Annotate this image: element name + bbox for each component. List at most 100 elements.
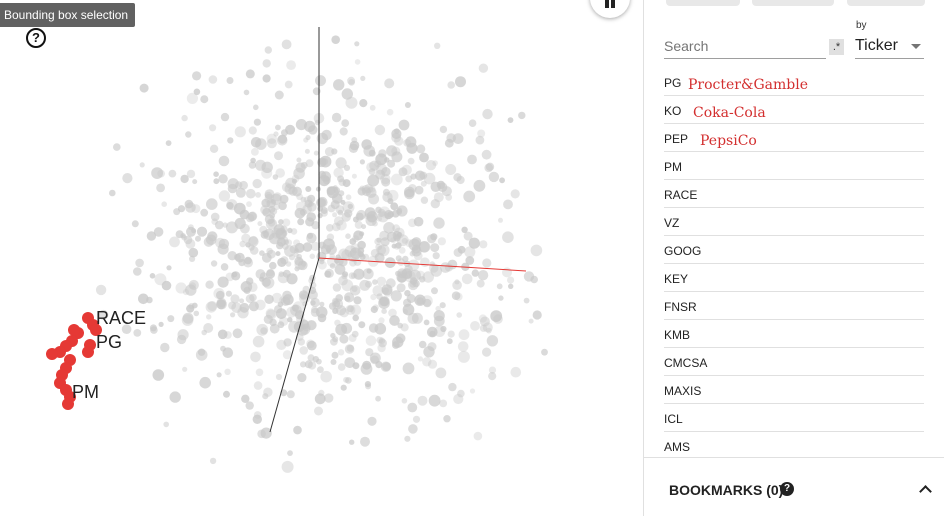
data-point: [217, 329, 228, 340]
top-button-2[interactable]: [752, 0, 834, 6]
list-item[interactable]: RACE: [664, 180, 924, 208]
regex-icon[interactable]: .*: [829, 39, 844, 55]
data-point: [523, 297, 530, 304]
list-item[interactable]: GOOG: [664, 236, 924, 264]
list-item[interactable]: PM: [664, 152, 924, 180]
data-point: [214, 220, 224, 230]
list-item[interactable]: FNSR: [664, 292, 924, 320]
scatter-plot[interactable]: [0, 0, 643, 516]
data-point: [362, 187, 371, 197]
pause-icon[interactable]: [590, 0, 630, 18]
data-point: [297, 373, 307, 383]
data-point: [281, 230, 288, 237]
data-point: [395, 242, 402, 249]
data-point: [197, 348, 206, 356]
list-item[interactable]: PEP PepsiCo: [664, 124, 924, 152]
search-input[interactable]: [664, 34, 826, 59]
data-point: [220, 112, 230, 122]
data-point: [402, 255, 409, 263]
data-point: [158, 321, 164, 327]
data-point: [175, 230, 184, 239]
list-item[interactable]: KEY: [664, 264, 924, 292]
data-point: [427, 234, 437, 244]
list-item[interactable]: MAXIS: [664, 376, 924, 404]
label-by-select[interactable]: Ticker: [855, 34, 924, 59]
data-point: [206, 314, 212, 320]
data-point: [341, 88, 353, 100]
data-point: [341, 249, 352, 261]
data-point: [433, 310, 445, 322]
data-point: [502, 231, 514, 243]
data-point: [369, 352, 381, 364]
list-item[interactable]: VZ: [664, 208, 924, 236]
data-point: [349, 238, 357, 245]
data-point: [445, 164, 457, 175]
data-point: [448, 382, 457, 392]
data-point: [305, 186, 312, 192]
data-point: [248, 161, 257, 169]
data-point: [310, 300, 316, 306]
data-point: [390, 290, 402, 302]
list-item[interactable]: AMS: [664, 432, 924, 460]
data-point: [235, 181, 243, 189]
data-point: [216, 297, 227, 308]
data-point: [296, 157, 302, 163]
data-point: [277, 301, 284, 308]
data-point: [333, 79, 345, 91]
list-item[interactable]: ICL: [664, 404, 924, 432]
data-point: [359, 159, 365, 165]
data-point: [391, 132, 401, 143]
data-point: [262, 393, 269, 400]
top-button-1[interactable]: [666, 0, 740, 6]
list-item[interactable]: CMCSA: [664, 348, 924, 376]
list-item[interactable]: KMB: [664, 320, 924, 348]
data-point: [398, 247, 406, 254]
data-point: [334, 319, 341, 326]
data-point: [329, 263, 336, 269]
data-point: [402, 303, 415, 316]
data-point: [351, 173, 357, 179]
data-point: [348, 143, 359, 153]
data-point: [341, 322, 353, 334]
data-point: [313, 150, 319, 156]
data-point: [156, 183, 166, 193]
data-point: [354, 220, 363, 229]
help-icon[interactable]: ?: [26, 28, 46, 48]
data-point: [414, 185, 424, 195]
data-point: [470, 321, 480, 331]
data-point: [507, 117, 514, 123]
data-point: [234, 126, 246, 138]
bookmarks-section[interactable]: BOOKMARKS (0) ?: [644, 457, 944, 517]
list-item[interactable]: PG Procter&Gamble: [664, 68, 924, 96]
data-point: [271, 292, 283, 304]
data-point: [473, 179, 486, 192]
data-point: [342, 179, 351, 188]
chevron-up-icon[interactable]: [919, 485, 932, 498]
list-item[interactable]: KO Coka-Cola: [664, 96, 924, 124]
help-icon[interactable]: ?: [780, 482, 794, 496]
data-point: [222, 347, 234, 359]
data-point: [334, 264, 346, 275]
bounding-box-tooltip: Bounding box selection: [0, 3, 136, 27]
data-point: [414, 170, 426, 181]
data-point: [303, 137, 309, 143]
data-point: [381, 287, 389, 295]
data-point: [294, 266, 300, 272]
data-point: [541, 348, 548, 356]
data-point: [481, 149, 492, 160]
projection-canvas[interactable]: Bounding box selection ? RACE PG PM: [0, 0, 643, 516]
data-point: [239, 298, 245, 304]
top-button-3[interactable]: [847, 0, 925, 6]
data-point: [225, 272, 235, 282]
data-point: [331, 148, 338, 155]
data-point: [530, 244, 543, 257]
data-point: [274, 151, 283, 161]
data-point: [281, 460, 294, 473]
data-point: [304, 199, 313, 208]
data-point: [354, 41, 360, 47]
data-point: [275, 373, 283, 381]
point-label-pm: PM: [72, 382, 99, 402]
data-point: [193, 310, 200, 317]
data-point: [508, 283, 514, 289]
data-point: [452, 280, 462, 291]
